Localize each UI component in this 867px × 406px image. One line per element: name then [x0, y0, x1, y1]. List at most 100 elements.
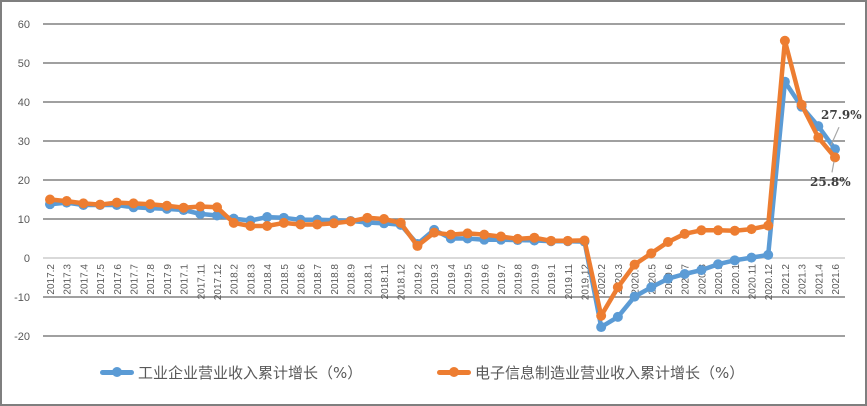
x-tick-label: 2019.6 — [480, 264, 491, 295]
data-point[interactable] — [78, 198, 89, 209]
data-point[interactable] — [462, 228, 473, 239]
x-tick-label: 2017.8 — [146, 264, 157, 295]
data-point[interactable] — [529, 232, 540, 243]
data-point[interactable] — [579, 235, 590, 246]
data-point[interactable] — [713, 225, 724, 236]
y-tick-label: -20 — [14, 331, 30, 343]
data-point[interactable] — [830, 152, 840, 163]
x-tick-label: 2018.9 — [347, 264, 358, 295]
data-point[interactable] — [278, 217, 289, 228]
data-point[interactable] — [479, 229, 490, 240]
data-point[interactable] — [696, 225, 707, 236]
legend-item-industrial[interactable]: 工业企业营业收入累计增长（%） — [100, 362, 362, 383]
data-point[interactable] — [512, 233, 523, 244]
data-point[interactable] — [662, 237, 673, 248]
x-tick-label: 2019.4 — [447, 264, 458, 295]
x-tick-label: 2018.1 — [363, 264, 374, 295]
data-point[interactable] — [679, 228, 690, 239]
data-point[interactable] — [713, 259, 724, 270]
data-point[interactable] — [546, 235, 557, 246]
data-point[interactable] — [45, 194, 55, 205]
data-point[interactable] — [328, 218, 339, 229]
x-tick-label: 2018.5 — [280, 264, 291, 295]
data-point[interactable] — [412, 240, 423, 251]
data-point[interactable] — [696, 265, 707, 276]
data-point[interactable] — [796, 99, 807, 110]
data-point[interactable] — [195, 201, 206, 212]
data-point[interactable] — [612, 282, 623, 293]
x-tick-label: 2020.11 — [747, 264, 758, 300]
data-point[interactable] — [596, 322, 607, 333]
x-tick-label: 2017.11 — [196, 264, 207, 300]
data-point[interactable] — [161, 200, 172, 211]
data-point[interactable] — [212, 202, 223, 213]
x-tick-label: 2020.12 — [764, 264, 775, 301]
legend-label: 电子信息制造业营业收入累计增长（%） — [475, 364, 745, 382]
data-point[interactable] — [295, 219, 306, 230]
data-point[interactable] — [262, 221, 273, 232]
data-point[interactable] — [662, 273, 673, 284]
data-point[interactable] — [612, 311, 623, 322]
x-tick-label: 2020.8 — [697, 264, 708, 295]
data-point[interactable] — [629, 291, 640, 302]
data-point[interactable] — [145, 199, 156, 210]
data-point[interactable] — [128, 198, 139, 209]
legend-item-electronics[interactable]: 电子信息制造业营业收入累计增长（%） — [437, 362, 744, 383]
data-point[interactable] — [95, 199, 106, 210]
x-tick-label: 2020.5 — [647, 264, 658, 295]
data-point[interactable] — [228, 217, 239, 228]
data-point[interactable] — [646, 282, 657, 293]
x-tick-label: 2018.11 — [380, 264, 391, 300]
data-point[interactable] — [746, 224, 757, 235]
data-point[interactable] — [212, 210, 223, 221]
data-point[interactable] — [779, 35, 790, 46]
data-point[interactable] — [195, 208, 206, 219]
data-point[interactable] — [495, 231, 506, 242]
data-point[interactable] — [429, 227, 440, 238]
data-point[interactable] — [345, 216, 356, 227]
x-tick-label: 2017.6 — [113, 264, 124, 295]
data-point[interactable] — [379, 214, 390, 224]
data-point[interactable] — [445, 229, 456, 240]
legend: 工业企业营业收入累计增长（%） 电子信息制造业营业收入累计增长（%） — [0, 362, 867, 390]
data-point[interactable] — [646, 248, 657, 259]
x-tick-label: 2017.12 — [213, 264, 224, 301]
x-tick-label: 2017.9 — [163, 264, 174, 295]
data-point[interactable] — [262, 212, 273, 223]
data-point[interactable] — [763, 249, 774, 260]
x-tick-label: 2019.2 — [413, 264, 424, 295]
data-point[interactable] — [245, 221, 256, 232]
x-tick-label: 2019.3 — [430, 264, 441, 295]
y-tick-label: 50 — [18, 58, 30, 70]
data-point[interactable] — [813, 132, 824, 143]
x-tick-label: 2021.4 — [814, 264, 825, 295]
x-tick-label: 2018.6 — [297, 264, 308, 295]
data-point[interactable] — [629, 259, 640, 270]
data-point[interactable] — [763, 220, 774, 231]
data-point[interactable] — [395, 217, 406, 228]
leader-line — [831, 161, 835, 173]
data-point[interactable] — [596, 310, 607, 321]
data-point[interactable] — [61, 196, 72, 207]
leader-line — [830, 126, 840, 146]
data-point[interactable] — [562, 235, 573, 246]
x-tick-label: 2017.5 — [96, 264, 107, 295]
x-tick-label: 2018.3 — [246, 264, 257, 295]
data-point[interactable] — [679, 268, 690, 279]
data-point[interactable] — [746, 252, 757, 263]
x-tick-label: 2017.7 — [130, 264, 141, 295]
x-tick-label: 2018.12 — [397, 264, 408, 301]
x-tick-label: 2020.4 — [631, 264, 642, 295]
data-point[interactable] — [312, 219, 323, 230]
x-tick-label: 2017.4 — [79, 264, 90, 295]
data-point[interactable] — [111, 197, 122, 208]
y-tick-label: 20 — [18, 175, 30, 187]
data-point[interactable] — [178, 202, 189, 213]
data-point[interactable] — [362, 212, 373, 223]
data-point[interactable] — [729, 255, 740, 266]
x-tick-label: 2019.9 — [530, 264, 541, 295]
y-tick-label: 0 — [24, 253, 30, 265]
y-tick-label: 60 — [18, 19, 30, 31]
data-point[interactable] — [729, 225, 740, 236]
